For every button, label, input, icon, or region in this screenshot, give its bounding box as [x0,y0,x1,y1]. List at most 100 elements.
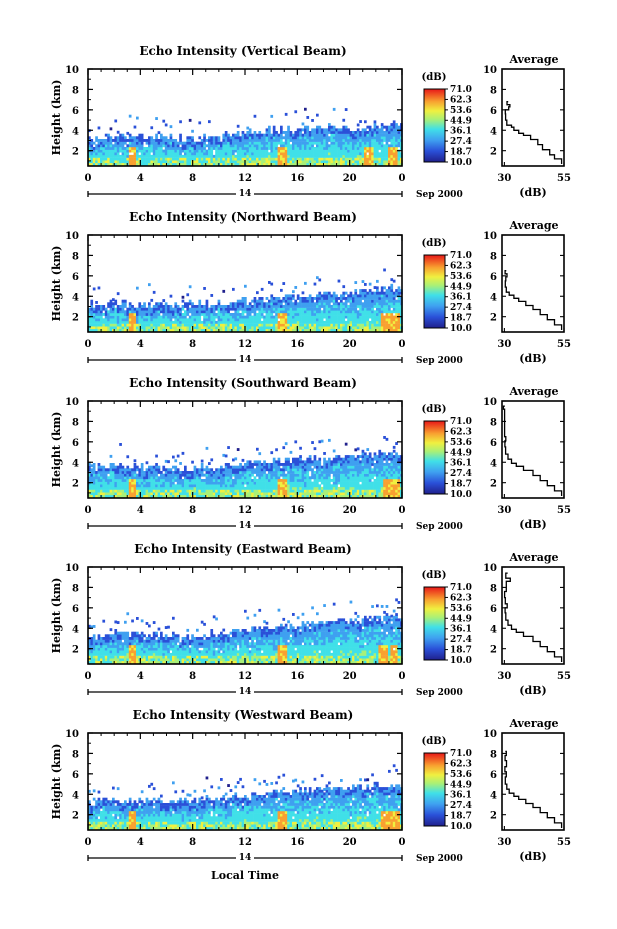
heatmap-cell [380,154,384,158]
heatmap-cell [383,302,386,306]
heatmap-cell [198,162,202,166]
heatmap-cell [256,471,259,474]
heatmap-cell [380,125,384,129]
heatmap-cell [361,133,365,137]
heatmap-cell [347,489,350,493]
heatmap-cell [155,162,158,166]
heatmap-cell [174,326,178,330]
heatmap-cell [284,136,288,140]
heatmap-cell [366,310,370,314]
heatmap-cell [143,328,146,332]
heatmap-cell [179,326,182,330]
heatmap-cell [289,494,293,498]
heatmap-cell [301,323,305,327]
heatmap-cell [229,473,233,477]
heatmap-cell [378,328,382,332]
heatmap-cell [383,318,386,322]
heatmap-cell [354,133,358,137]
heatmap-cell [174,141,178,145]
heatmap-cell [265,305,269,308]
heatmap-cell [179,471,182,474]
heatmap-cell [90,299,94,303]
heatmap-cell [248,139,252,142]
heatmap-cell [102,492,106,496]
heatmap-cell [167,486,170,490]
heatmap-cell [356,463,360,466]
heatmap-cell [347,479,350,482]
heatmap-cell [388,160,391,164]
heatmap-cell [368,152,372,156]
heatmap-cell [356,299,360,303]
heatmap-cell [100,481,103,485]
heatmap-cell [227,471,230,474]
heatmap-cell [164,476,168,480]
heatmap-cell [248,149,252,153]
heatmap-cell [102,323,106,327]
heatmap-cell [232,486,235,490]
heatmap-cell [169,468,173,472]
heatmap-cell [160,139,163,142]
heatmap-cell [215,160,218,164]
heatmap-cell [323,294,326,298]
heatmap-cell [131,149,134,153]
heatmap-cell [256,154,259,158]
heatmap-cell [277,323,281,327]
heatmap-cell [337,463,341,466]
heatmap-cell [253,154,257,158]
heatmap-cell [268,468,271,472]
heatmap-cell [112,305,115,308]
heatmap-cell [294,133,298,137]
heatmap-cell [352,141,355,145]
heatmap-cell [193,160,197,164]
heatmap-cell [109,310,113,314]
heatmap-cell [208,139,211,142]
heatmap-cell [196,486,199,490]
heatmap-cell [128,147,132,150]
heatmap-cell [188,320,192,324]
heatmap-cell [359,162,362,166]
heatmap-cell [352,315,355,319]
heatmap-cell [208,492,211,496]
heatmap-cell [205,310,209,314]
heatmap-cell [232,160,235,164]
heatmap-cell [220,315,223,319]
heatmap-cell [308,315,312,319]
heatmap-cell [90,160,94,164]
heatmap-cell [359,133,362,137]
heatmap-cell [296,141,300,145]
heatmap-cell [385,128,389,132]
heatmap-cell [390,289,394,292]
heatmap-cell [256,323,259,327]
heatmap-cell [152,144,156,148]
heatmap-cell [328,149,331,153]
heatmap-cell [311,486,314,490]
heatmap-cell [109,471,113,474]
heatmap-cell [275,302,278,306]
heatmap-cell [253,471,257,474]
heatmap-cell [198,492,202,496]
heatmap-cell [169,481,173,485]
heatmap-cell [313,447,317,451]
heatmap-cell [354,323,358,327]
heatmap-cell [193,492,197,496]
heatmap-cell [263,468,266,472]
heatmap-cell [224,133,228,137]
heatmap-cell [332,318,336,322]
heatmap-cell [337,320,341,324]
heatmap-cell [342,326,346,330]
heatmap-cell [270,152,274,156]
heatmap-cell [107,144,110,148]
heatmap-cell [119,326,122,330]
heatmap-cell [378,318,382,322]
heatmap-cell [126,492,130,496]
heatmap-cell [301,157,305,161]
heatmap-cell [112,302,115,306]
heatmap-cell [325,160,329,164]
heatmap-cell [380,318,384,322]
heatmap-cell [121,152,125,156]
heatmap-cell [179,154,182,158]
heatmap-cell [361,280,365,283]
heatmap-cell [181,162,185,166]
heatmap-cell [385,299,389,303]
heatmap-cell [320,305,324,308]
